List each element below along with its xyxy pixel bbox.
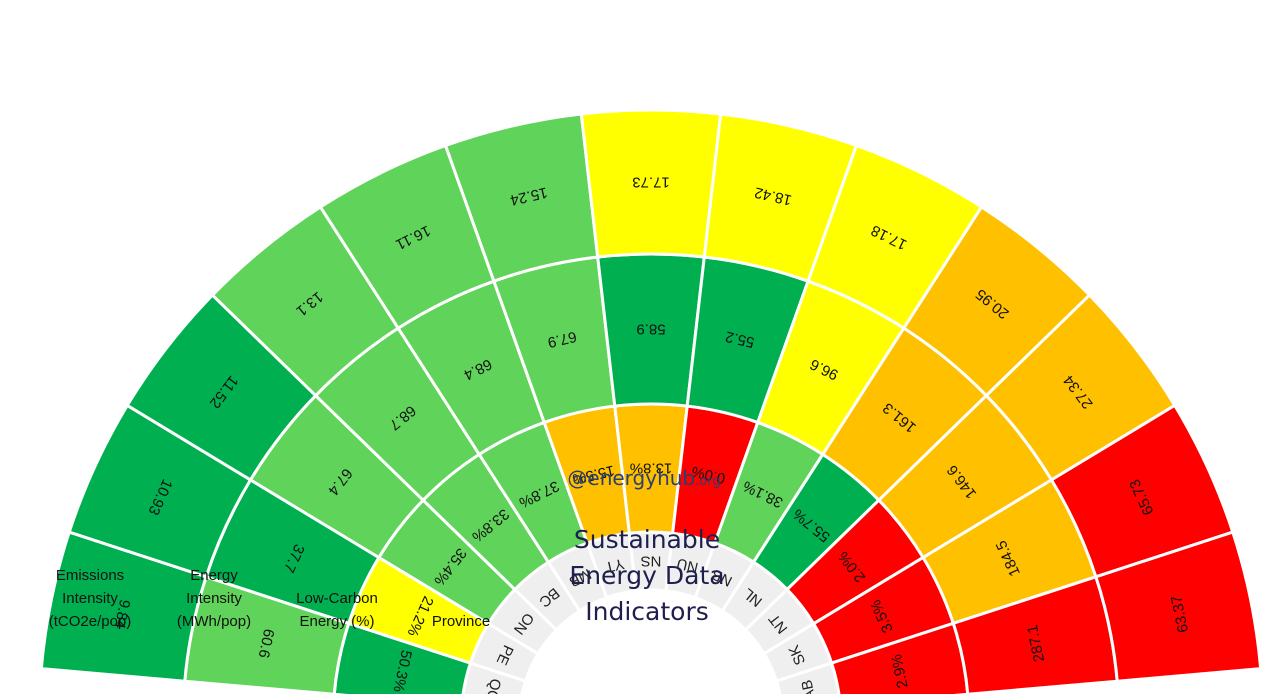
ring-label-2-line-2: Energy (%) <box>299 613 374 630</box>
province-label-qc: QC <box>483 677 504 694</box>
title-line-2: Energy Data <box>569 561 724 590</box>
energy-intensity-label-qc: 60.6 <box>255 627 277 659</box>
ring-label-4-line-3: (tCO2e/pop) <box>49 613 132 630</box>
emissions-intensity-label-qc: 9.84 <box>111 598 133 630</box>
province-label-nu: NU <box>675 554 700 575</box>
logo-main-text: @energyhub <box>567 466 695 490</box>
ring-label-3-line-2: Intensity <box>186 590 242 607</box>
province-label-pe: PE <box>493 642 517 667</box>
energy-intensity-label-nu: 55.2 <box>724 328 756 351</box>
logo-text: @energyhub.org <box>567 466 720 490</box>
chart-title: Sustainable Energy Data Indicators <box>569 525 724 626</box>
low-carbon-label-ab: 2.9% <box>888 653 911 690</box>
ring-label-3-line-1: Energy <box>190 567 238 584</box>
cells-layer <box>39 108 1263 694</box>
ring-label-4-line-1: Emissions <box>56 567 124 584</box>
title-line-3: Indicators <box>585 597 709 626</box>
ring-label-2-line-1: Low-Carbon <box>296 590 378 607</box>
province-label-ab: AB <box>798 678 819 694</box>
province-label-sk: SK <box>785 642 809 667</box>
title-line-1: Sustainable <box>574 525 720 554</box>
low-carbon-label-ns: 13.8% <box>630 460 673 477</box>
energy-intensity-label-yt: 67.9 <box>546 328 578 351</box>
logo-suffix-text: .org <box>695 474 720 489</box>
ring-label-1-line-1: Province <box>432 613 490 630</box>
energyhub-logo: @energyhub.org <box>567 466 720 490</box>
province-label-ns: NS <box>641 553 662 570</box>
ring-label-3-line-3: (MWh/pop) <box>177 613 251 630</box>
emissions-intensity-cell-ab <box>1094 530 1263 683</box>
ring-legend: Province Low-Carbon Energy (%) Energy Intens… <box>49 567 490 630</box>
emissions-intensity-label-ns: 17.73 <box>632 174 670 191</box>
energy-intensity-label-ns: 58.9 <box>636 321 665 338</box>
ring-label-4-line-2: Intensity <box>62 590 118 607</box>
province-label-yt: YT <box>603 555 626 576</box>
